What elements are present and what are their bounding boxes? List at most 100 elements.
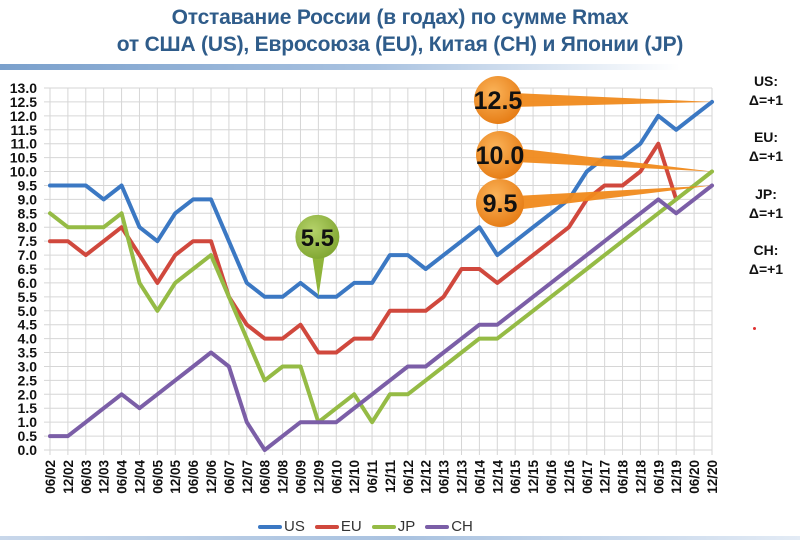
x-tick-label: 12/06 [204,460,219,494]
x-tick-label: 06/18 [616,460,631,494]
x-tick-label: 06/03 [79,460,94,494]
y-tick-label: 4.5 [18,317,38,333]
chart-title: Отставание России (в годах) по сумме Rma… [0,4,800,58]
y-tick-label: 13.0 [10,80,37,96]
y-tick-label: 0.5 [18,428,38,444]
chart-title-line1: Отставание России (в годах) по сумме Rma… [171,6,629,29]
x-tick-label: 12/14 [490,460,505,494]
x-tick-label: 12/05 [168,460,183,494]
x-tick-label: 06/07 [222,460,237,494]
x-tick-label: 12/07 [240,460,255,494]
footer-band [0,536,800,540]
legend-label-eu: EU [340,518,362,535]
y-tick-label: 5.0 [18,303,38,319]
x-tick-label: 06/12 [401,460,416,494]
y-tick-label: 2.5 [18,372,38,388]
y-tick-label: 3.0 [18,358,38,374]
x-tick-label: 06/09 [293,460,308,494]
legend-label-ch: CH [451,518,473,535]
x-tick-label: 12/03 [97,460,112,494]
y-tick-label: 10.5 [10,150,37,166]
x-tick-label: 12/08 [276,460,291,494]
x-tick-label: 12/18 [633,460,648,494]
x-tick-label: 06/10 [329,460,344,494]
x-tick-label: 12/20 [705,460,720,494]
x-tick-label: 12/02 [61,460,76,494]
y-tick-label: 9.5 [18,177,38,193]
y-tick-label: 1.5 [18,400,38,416]
delta-us-label: US: [753,73,779,89]
y-tick-label: 0.0 [18,442,38,458]
y-tick-label: 9.0 [18,191,38,207]
x-tick-label: 06/11 [365,460,380,494]
y-tick-label: 4.0 [18,331,38,347]
callout-label: 5.5 [301,225,334,252]
delta-ch: CH: Δ=+1 [736,241,796,279]
delta-eu: EU: Δ=+1 [736,128,796,166]
delta-us-value: Δ=+1 [748,92,784,108]
x-tick-label: 06/15 [508,460,523,494]
y-tick-label: 5.5 [18,289,38,305]
x-tick-label: 06/13 [437,460,452,494]
x-tick-label: 12/09 [311,460,326,494]
y-tick-label: 12.0 [10,108,37,124]
legend-label-jp: JP [397,518,416,535]
delta-jp-value: Δ=+1 [748,205,784,221]
callout-5.5-pin [295,214,340,297]
y-tick-label: 6.0 [18,275,38,291]
delta-jp: JP: Δ=+1 [736,185,796,223]
y-tick-label: 12.5 [10,94,37,110]
callout-10.0 [476,131,712,179]
delta-ch-label: CH: [753,242,779,258]
legend-item-eu: EU [314,518,362,535]
legend-swatch-us [258,524,282,529]
x-tick-label: 06/08 [258,460,273,494]
x-tick-label: 06/14 [472,460,487,494]
series-line-eu [48,141,679,355]
legend-swatch-eu [314,524,339,529]
callout-label: 12.5 [474,87,523,115]
series-line-jp [48,169,714,425]
legend-item-us: US [258,518,305,535]
legend-swatch-ch [425,524,450,529]
x-tick-label: 12/10 [347,460,362,494]
delta-eu-value: Δ=+1 [748,148,784,164]
callout-label: 9.5 [483,190,518,218]
x-tick-label: 12/17 [598,460,613,494]
y-tick-label: 6.5 [18,261,38,277]
y-tick-label: 3.5 [18,345,38,361]
y-tick-label: 8.0 [18,219,38,235]
x-tick-label: 06/05 [150,460,165,494]
delta-eu-label: EU: [753,129,779,145]
delta-ch-value: Δ=+1 [748,261,784,277]
legend-swatch-jp [371,524,396,529]
x-tick-label: 06/19 [651,460,666,494]
x-tick-label: 06/20 [687,460,702,494]
chart-legend: US EU JP CH [258,518,473,535]
callout-12.5 [474,76,712,124]
y-tick-label: 7.0 [18,247,38,263]
x-tick-label: 12/16 [562,460,577,494]
x-tick-label: 12/13 [455,460,470,494]
y-tick-label: 11.0 [11,136,38,152]
legend-item-ch: CH [425,518,473,535]
y-tick-label: 10.0 [10,164,37,180]
y-tick-label: 11.5 [11,122,38,138]
x-tick-label: 12/04 [132,460,147,494]
x-tick-label: 06/17 [580,460,595,494]
delta-us: US: Δ=+1 [736,72,796,110]
series-line-ch [48,183,714,452]
x-tick-label: 06/02 [43,460,58,494]
legend-item-jp: JP [371,518,416,535]
y-tick-label: 8.5 [18,205,38,221]
header-divider-band [0,64,680,70]
x-tick-label: 06/04 [115,460,130,494]
stray-dot [753,327,756,330]
x-tick-label: 12/11 [383,460,398,494]
chart-title-line2: от США (US), Евросоюза (EU), Китая (CH) … [116,33,684,56]
x-tick-label: 06/06 [186,460,201,494]
y-tick-label: 1.0 [18,414,38,430]
legend-label-us: US [284,518,305,535]
y-tick-label: 2.0 [18,386,38,402]
